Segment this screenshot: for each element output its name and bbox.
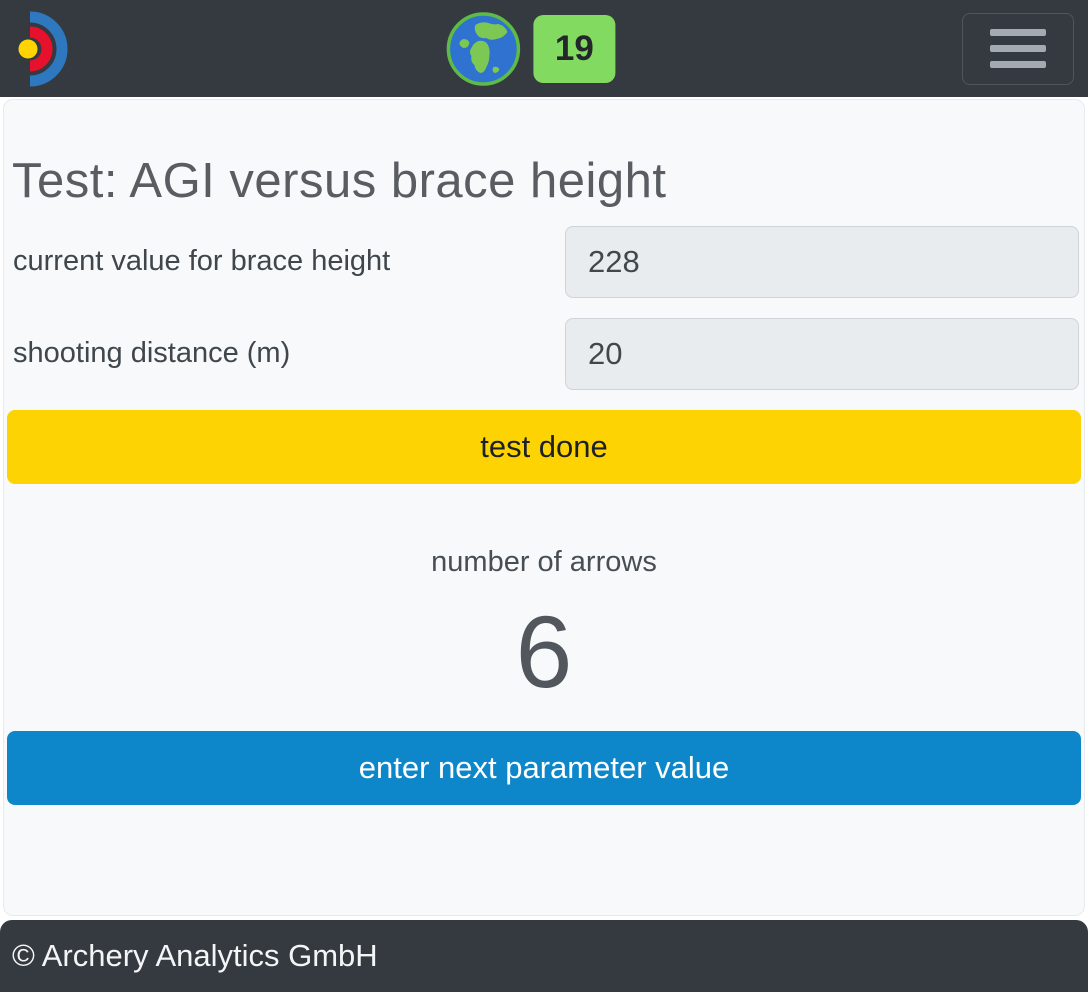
globe-icon[interactable] (445, 11, 521, 87)
form-row-brace-height: current value for brace height (9, 225, 1079, 298)
top-navbar: 19 (0, 0, 1088, 97)
hamburger-menu-button[interactable] (962, 12, 1074, 85)
archery-target-icon (18, 11, 68, 86)
number-of-arrows-value: 6 (515, 594, 573, 709)
test-form: current value for brace height shooting … (4, 225, 1084, 390)
brace-height-input[interactable] (565, 225, 1079, 298)
page-footer: © Archery Analytics GmbH (0, 920, 1088, 992)
enter-next-parameter-button[interactable]: enter next parameter value (7, 730, 1081, 805)
page-title: Test: AGI versus brace height (12, 154, 667, 208)
hamburger-icon (990, 29, 1046, 36)
test-done-button[interactable]: test done (7, 409, 1081, 484)
copyright-text: © Archery Analytics GmbH (12, 938, 378, 973)
form-row-shooting-distance: shooting distance (m) (9, 317, 1079, 390)
main-content-card: Test: AGI versus brace height current va… (3, 99, 1085, 916)
status-badge: 19 (533, 14, 616, 83)
shooting-distance-input[interactable] (565, 317, 1079, 390)
brace-height-label: current value for brace height (13, 245, 391, 278)
shooting-distance-label: shooting distance (m) (13, 337, 291, 370)
number-of-arrows-label: number of arrows (431, 545, 657, 578)
status-group: 19 (445, 11, 616, 87)
app-logo[interactable] (14, 10, 104, 88)
